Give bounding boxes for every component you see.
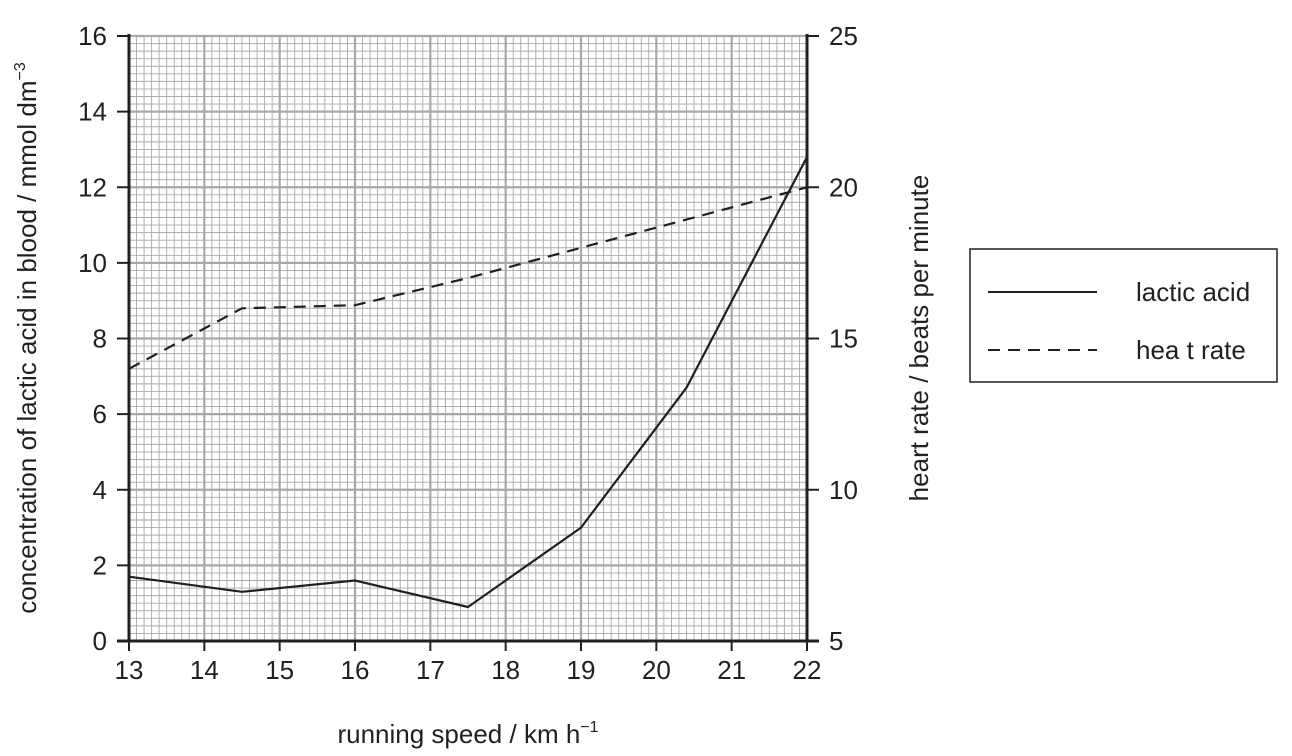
y-tick-label: 14 (78, 97, 107, 127)
y-tick-label: 8 (93, 324, 107, 354)
legend-label-lactic-acid: lactic acid (1136, 277, 1250, 307)
y-tick-label: 6 (93, 399, 107, 429)
y2-tick-label: 5 (829, 626, 843, 656)
y-tick-label: 4 (93, 475, 107, 505)
series (128, 156, 808, 609)
series-line-heart-rate (128, 186, 808, 370)
x-tick-label: 14 (190, 655, 219, 685)
y2-tick-label: 15 (829, 324, 858, 354)
y2-tick-label: 10 (829, 475, 858, 505)
series-line-lactic-acid (128, 156, 808, 609)
y-tick-label: 2 (93, 550, 107, 580)
y-tick-label: 12 (78, 172, 107, 202)
x-tick-label: 13 (115, 655, 144, 685)
x-tick-label: 18 (491, 655, 520, 685)
y2-tick-label: 25 (829, 21, 858, 51)
x-axis-label: running speed / km h−1 (337, 719, 598, 749)
y-tick-label: 16 (78, 21, 107, 51)
legend: lactic acid hea t rate (969, 248, 1278, 383)
y2-tick-label: 20 (829, 172, 858, 202)
axes: 13 14 15 16 17 18 19 20 21 22 0 2 4 6 8 10 12 14 16 5 10 15 20… (78, 21, 858, 685)
legend-label-heart-rate: hea t rate (1136, 335, 1246, 365)
x-tick-label: 16 (341, 655, 370, 685)
x-tick-label: 17 (416, 655, 445, 685)
x-tick-label: 15 (265, 655, 294, 685)
legend-box (969, 248, 1278, 383)
x-tick-label: 22 (793, 655, 822, 685)
y-tick-label: 0 (93, 626, 107, 656)
y-tick-label: 10 (78, 248, 107, 278)
y-axis-label: concentration of lactic acid in blood / … (12, 62, 42, 614)
x-tick-label: 19 (567, 655, 596, 685)
x-tick-label: 21 (717, 655, 746, 685)
y2-axis-label: heart rate / beats per minute (904, 175, 934, 502)
grid (127, 34, 809, 643)
x-tick-label: 20 (642, 655, 671, 685)
